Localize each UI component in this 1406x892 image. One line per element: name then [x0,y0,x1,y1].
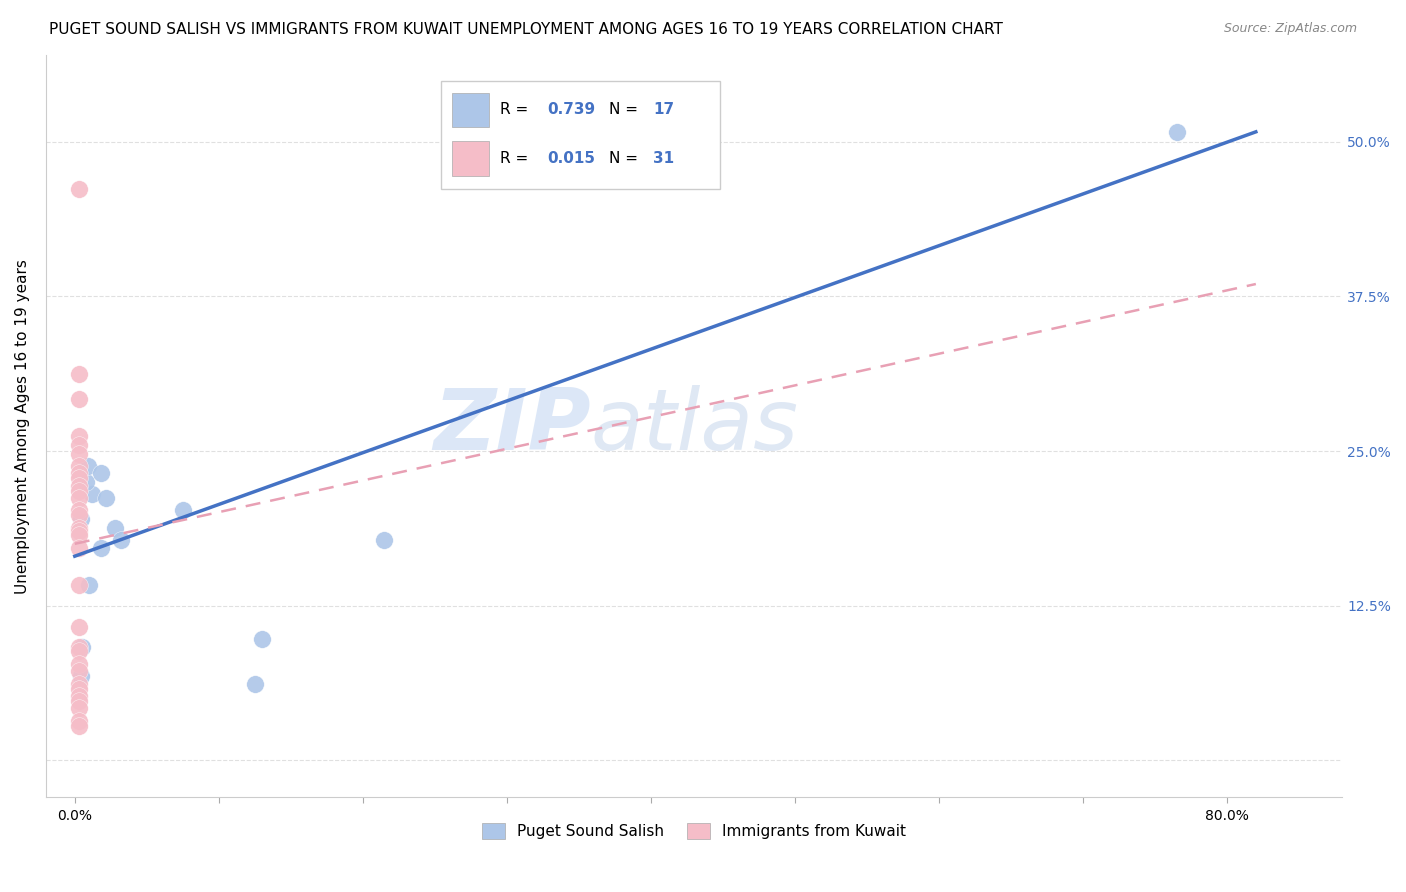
Point [67,694,90,708]
Point [67,689,90,703]
Point [90,467,112,481]
Point [67,676,90,690]
Point [67,524,90,539]
Point [75,475,97,489]
Point [67,458,90,473]
Point [70,640,93,654]
Point [76,458,98,473]
Point [67,665,90,679]
Point [69,669,91,683]
Point [250,632,273,646]
Point [67,446,90,460]
Point [77,577,100,591]
Point [67,577,90,591]
Point [110,533,132,548]
Point [69,512,91,526]
Point [67,657,90,671]
Point [67,483,90,498]
Y-axis label: Unemployment Among Ages 16 to 19 years: Unemployment Among Ages 16 to 19 years [15,259,30,594]
Point [67,640,90,654]
Text: PUGET SOUND SALISH VS IMMIGRANTS FROM KUWAIT UNEMPLOYMENT AMONG AGES 16 TO 19 YE: PUGET SOUND SALISH VS IMMIGRANTS FROM KU… [49,22,1002,37]
Point [172,503,194,517]
Text: atlas: atlas [591,384,799,467]
Text: ZIP: ZIP [433,384,591,467]
Point [67,491,90,505]
Legend: Puget Sound Salish, Immigrants from Kuwait: Puget Sound Salish, Immigrants from Kuwa… [475,817,912,846]
Point [67,467,90,481]
Point [67,471,90,485]
Point [104,521,127,535]
Point [96,491,118,505]
Point [67,528,90,542]
Point [67,429,90,443]
Point [67,620,90,634]
Point [67,503,90,517]
Point [90,541,112,555]
Point [67,392,90,406]
Point [67,701,90,715]
Point [67,714,90,728]
Point [67,681,90,696]
Point [67,478,90,492]
Point [373,533,395,548]
Point [67,644,90,658]
Point [67,521,90,535]
Point [67,719,90,733]
Point [67,438,90,452]
Point [67,368,90,382]
Point [1166,125,1188,139]
Point [67,508,90,523]
Point [80,487,103,501]
Point [243,676,266,690]
Point [67,182,90,196]
Text: Source: ZipAtlas.com: Source: ZipAtlas.com [1223,22,1357,36]
Point [67,541,90,555]
